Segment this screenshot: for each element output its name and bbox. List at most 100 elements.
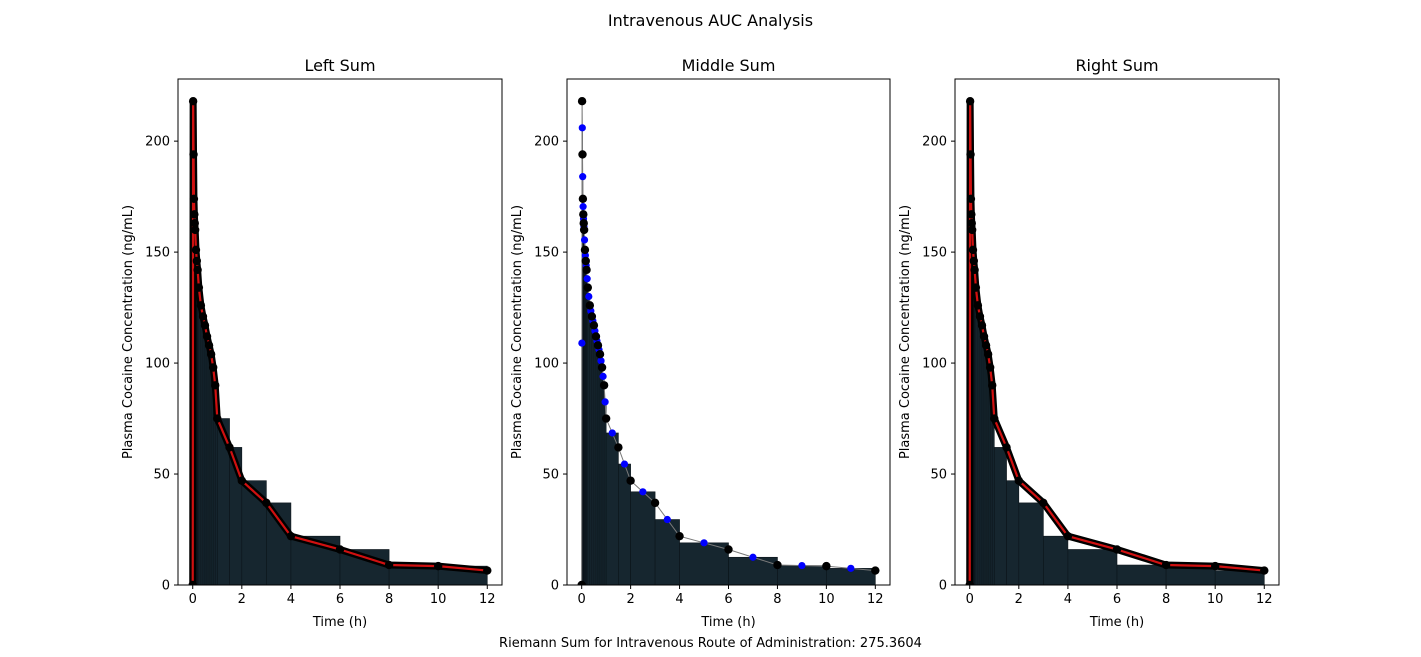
x-tick-label: 6 [724,592,732,607]
riemann-rectangles [581,127,876,585]
data-point [192,256,202,266]
riemann-bar [198,287,202,585]
data-point [1112,545,1122,554]
data-point [968,245,978,255]
plot-area [965,96,1269,585]
x-ticks: 0 2 4 6 8 10 12 [966,585,1273,607]
x-tick-label: 2 [238,592,246,607]
data-point [675,531,684,541]
x-tick-label: 12 [1256,592,1273,607]
data-point [433,561,443,571]
data-point [966,194,976,204]
y-tick-label: 150 [922,246,947,261]
x-tick-label: 8 [1162,592,1170,607]
data-point [965,580,974,585]
data-point [1161,560,1171,570]
subplot-title: Middle Sum [682,56,776,75]
x-ticks: 0 2 4 6 8 10 12 [189,585,496,607]
riemann-bar [601,376,605,585]
data-point [595,349,605,359]
data-point [583,283,592,292]
midpoint-marker [583,275,591,283]
riemann-bar [605,432,619,585]
y-tick-label: 200 [922,135,947,150]
riemann-bar [1043,535,1069,585]
data-point [213,414,222,423]
midpoint-marker [578,339,586,347]
y-ticks: 0 50 100 150 200 [534,135,567,594]
data-point [580,245,590,255]
x-tick-label: 2 [1015,592,1023,607]
riemann-bar [589,310,593,585]
x-tick-label: 8 [773,592,781,607]
data-point [990,414,999,423]
data-point [190,219,199,228]
y-tick-label: 0 [939,579,947,594]
data-point [724,545,733,554]
data-point [981,341,991,350]
riemann-bar [983,345,987,585]
data-point [979,332,989,341]
figure-title: Intravenous AUC Analysis [607,11,814,30]
data-point [578,194,588,204]
data-point [188,96,198,106]
x-tick-label: 10 [430,592,447,607]
data-point [225,443,234,452]
x-tick-label: 10 [818,592,835,607]
riemann-bar [977,316,981,585]
x-tick-label: 4 [287,592,295,607]
x-tick-label: 12 [479,592,496,607]
data-point [190,210,199,219]
data-point [577,580,586,585]
data-point [597,363,607,372]
data-point [871,566,880,575]
x-axis-label: Time (h) [700,615,755,630]
x-axis-label: Time (h) [1089,615,1144,630]
riemann-bar [630,491,656,585]
x-ticks: 0 2 4 6 8 10 12 [578,585,884,607]
riemann-bar [200,305,204,585]
riemann-bar [991,418,995,585]
data-point [483,566,492,575]
x-tick-label: 4 [675,592,683,607]
y-axis-label: Plasma Cocaine Concentration (ng/mL) [898,205,913,459]
midpoint-marker [599,372,607,380]
riemann-bar [595,340,599,585]
y-tick-label: 100 [145,357,170,372]
data-points [965,96,1269,585]
concentration-curve [191,100,488,585]
plot-area [577,96,880,585]
x-axis-label: Time (h) [312,615,367,630]
data-point [1210,561,1220,571]
data-point [599,381,609,390]
midpoint-marker [601,398,609,406]
midpoint-marker [579,173,587,181]
midpoint-marker [798,561,806,570]
y-tick-label: 0 [162,579,170,594]
data-point [581,256,590,266]
data-point [579,219,588,228]
data-point [650,498,660,508]
y-tick-label: 50 [542,468,559,483]
y-tick-label: 50 [930,468,947,483]
riemann-bar [1116,564,1167,585]
data-points [577,96,880,585]
midpoint-marker [620,460,629,468]
midpoint-marker [578,124,586,132]
y-axis-label: Plasma Cocaine Concentration (ng/mL) [510,205,525,459]
data-point [966,150,975,159]
data-point [198,312,208,321]
x-tick-label: 4 [1064,592,1072,607]
data-point [965,96,975,106]
riemann-bar [1006,480,1020,585]
data-point [191,245,201,255]
x-tick-label: 0 [578,592,586,607]
data-point [985,363,995,372]
data-point [1039,498,1048,508]
y-tick-label: 100 [922,357,947,372]
subplot-middle-sum: Middle Sum Time (h) Plasma Cocaine Conce… [510,56,891,630]
data-point [983,349,993,359]
data-point [585,301,595,310]
data-point [204,341,214,350]
midpoint-marker [580,236,589,244]
